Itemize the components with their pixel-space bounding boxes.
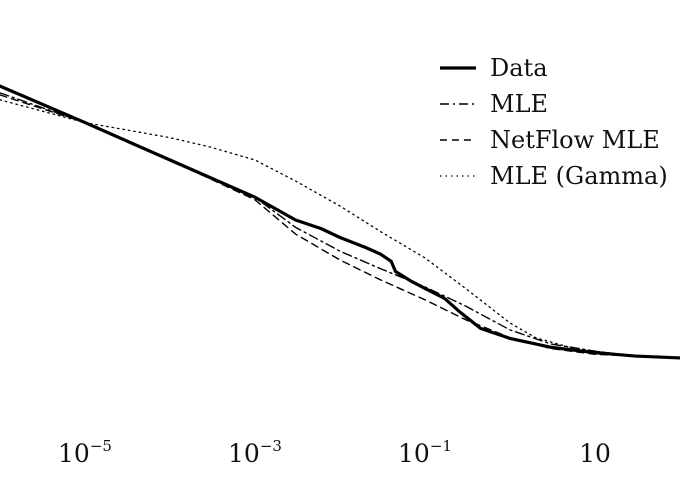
x-tick-label: 10−1: [398, 437, 452, 468]
legend-label-data: Data: [490, 54, 548, 82]
x-tick-base: 10: [228, 439, 260, 468]
series-line-mle-gamma: [0, 99, 680, 359]
x-tick-base: 10: [579, 439, 611, 468]
legend-label-netflow-mle: NetFlow MLE: [490, 126, 660, 154]
x-tick-base: 10: [58, 439, 90, 468]
series-line-data: [0, 84, 680, 360]
x-tick-exponent: −1: [430, 437, 452, 455]
x-tick-label: 10−5: [58, 437, 112, 468]
x-tick-exponent: −3: [260, 437, 282, 455]
x-tick-exponent: −5: [90, 437, 112, 455]
x-tick-label: 10−3: [228, 437, 282, 468]
x-tick-labels: 10−5 10−3 10−1 10: [58, 437, 611, 468]
legend-label-mle: MLE: [490, 90, 548, 118]
x-tick-base: 10: [398, 439, 430, 468]
legend-label-mle-gamma: MLE (Gamma): [490, 162, 668, 190]
series-layer: [0, 84, 680, 360]
x-tick-label: 10: [579, 439, 611, 468]
legend: Data MLE NetFlow MLE MLE (Gamma): [440, 54, 668, 190]
